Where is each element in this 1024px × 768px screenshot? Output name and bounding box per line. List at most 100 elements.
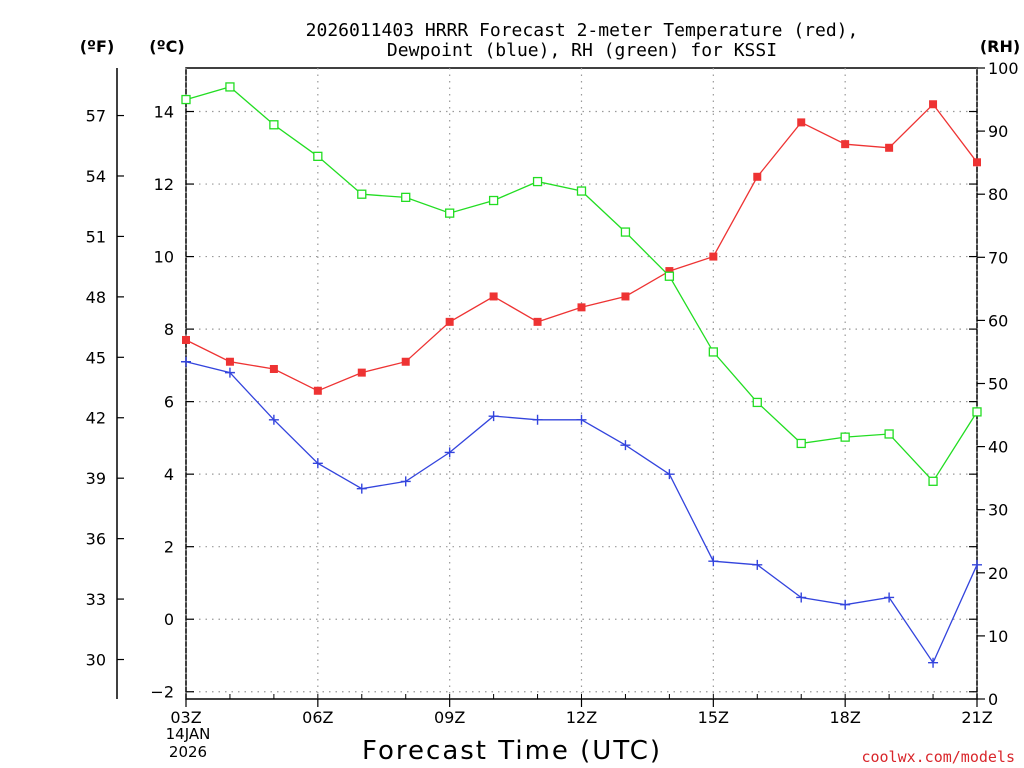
dewpoint-point bbox=[356, 483, 367, 494]
series-dewpoint bbox=[181, 356, 982, 668]
rh-point bbox=[840, 432, 850, 442]
rh-tick-label: 100 bbox=[988, 59, 1019, 78]
rh-tick-label: 0 bbox=[988, 690, 998, 709]
dewpoint-point bbox=[532, 414, 543, 425]
dewpoint-point bbox=[664, 469, 675, 480]
rh-tick-label: 50 bbox=[988, 375, 1008, 394]
fahrenheit-tick-label: 33 bbox=[86, 590, 106, 609]
plot-frame bbox=[185, 67, 978, 700]
celsius-tick-label: 8 bbox=[164, 320, 174, 339]
dewpoint-point bbox=[972, 559, 982, 570]
fahrenheit-tick-label: 30 bbox=[86, 651, 106, 670]
celsius-tick-label: 10 bbox=[154, 248, 174, 267]
temperature-point bbox=[577, 303, 586, 312]
rh-point bbox=[664, 271, 675, 281]
dewpoint-point bbox=[224, 367, 235, 378]
temperature-point bbox=[973, 158, 981, 167]
rh-unit-label: (RH) bbox=[980, 37, 1020, 56]
rh-point bbox=[401, 192, 411, 203]
rh-point bbox=[884, 429, 894, 439]
temperature-point bbox=[225, 357, 234, 366]
fahrenheit-tick-label: 57 bbox=[86, 107, 106, 126]
temperature-point bbox=[665, 267, 674, 276]
dewpoint-point bbox=[840, 599, 851, 610]
temperature-point bbox=[753, 172, 762, 181]
rh-point bbox=[225, 82, 235, 92]
credit-label: coolwx.com/models bbox=[861, 748, 1015, 766]
dewpoint-point bbox=[181, 356, 191, 367]
rh-point bbox=[796, 438, 806, 449]
celsius-tick-label: 0 bbox=[164, 610, 174, 629]
dewpoint-point bbox=[620, 440, 631, 451]
dewpoint-point bbox=[752, 559, 763, 570]
temperature-point bbox=[401, 357, 410, 366]
celsius-tick-label: 14 bbox=[154, 103, 174, 122]
rh-point bbox=[313, 151, 323, 161]
fahrenheit-tick-label: 51 bbox=[86, 227, 106, 246]
x-tick-label: 03Z bbox=[170, 708, 201, 727]
rh-point bbox=[357, 189, 367, 199]
dewpoint-point bbox=[400, 476, 411, 487]
dewpoint-point bbox=[708, 556, 719, 567]
dewpoint-point bbox=[576, 414, 587, 425]
rh-point bbox=[445, 208, 455, 218]
celsius-unit-label: (ºC) bbox=[149, 37, 184, 56]
date-label-year: 2026 bbox=[169, 743, 207, 761]
temperature-point bbox=[489, 292, 498, 301]
temperature-point bbox=[533, 317, 542, 326]
dewpoint-point bbox=[312, 458, 323, 469]
temperature-point bbox=[797, 118, 806, 127]
rh-axis: 0 10 20 30 40 50 60 70 80 90 100 bbox=[977, 59, 1019, 709]
fahrenheit-tick-label: 48 bbox=[86, 288, 106, 307]
rh-tick-label: 70 bbox=[988, 248, 1008, 267]
temperature-point bbox=[269, 364, 278, 373]
fahrenheit-tick-label: 54 bbox=[86, 167, 106, 186]
x-tick-label: 09Z bbox=[434, 708, 465, 727]
celsius-tick-label: −2 bbox=[150, 683, 174, 702]
dewpoint-point bbox=[444, 447, 455, 458]
rh-point bbox=[972, 407, 982, 417]
fahrenheit-axis: 30 33 36 39 42 45 48 51 54 57 bbox=[86, 107, 124, 670]
dewpoint-point bbox=[884, 592, 895, 603]
rh-point bbox=[708, 347, 718, 357]
fahrenheit-tick-label: 45 bbox=[86, 348, 106, 367]
date-label-day: 14JAN bbox=[166, 725, 211, 743]
rh-point bbox=[576, 186, 587, 196]
rh-tick-label: 30 bbox=[988, 501, 1008, 520]
fahrenheit-tick-label: 42 bbox=[86, 409, 106, 428]
celsius-tick-label: 4 bbox=[164, 465, 174, 484]
rh-tick-label: 60 bbox=[988, 311, 1008, 330]
temperature-point bbox=[885, 143, 894, 152]
temperature-point bbox=[313, 386, 322, 395]
rh-tick-label: 40 bbox=[988, 438, 1008, 457]
dewpoint-point bbox=[928, 657, 939, 668]
rh-point bbox=[752, 397, 762, 408]
series-rh bbox=[181, 82, 982, 486]
rh-point bbox=[181, 94, 191, 105]
rh-tick-label: 90 bbox=[988, 122, 1008, 141]
rh-point bbox=[532, 176, 543, 187]
fahrenheit-tick-label: 39 bbox=[86, 469, 106, 488]
temperature-point bbox=[841, 140, 850, 149]
temperature-point bbox=[709, 252, 718, 261]
temperature-point bbox=[357, 368, 366, 377]
x-tick-label: 06Z bbox=[302, 708, 333, 727]
temperature-point bbox=[621, 292, 630, 301]
series-temperature bbox=[182, 100, 981, 395]
temperature-point bbox=[182, 335, 190, 344]
chart-title-line2: Dewpoint (blue), RH (green) for KSSI bbox=[387, 40, 777, 61]
temperature-point bbox=[445, 317, 454, 326]
fahrenheit-unit-label: (ºF) bbox=[80, 37, 115, 56]
x-axis: 03Z 06Z 09Z 12Z 15Z 18Z 21Z bbox=[170, 694, 993, 727]
celsius-tick-label: 12 bbox=[154, 175, 174, 194]
x-tick-label: 12Z bbox=[566, 708, 597, 727]
rh-tick-label: 20 bbox=[988, 564, 1008, 583]
x-axis-title: Forecast Time (UTC) bbox=[362, 736, 662, 766]
celsius-tick-label: 2 bbox=[164, 538, 174, 557]
celsius-tick-label: 6 bbox=[164, 393, 174, 412]
rh-tick-label: 80 bbox=[988, 185, 1008, 204]
rh-point bbox=[269, 120, 279, 130]
dewpoint-point bbox=[796, 592, 807, 603]
x-tick-label: 15Z bbox=[698, 708, 729, 727]
